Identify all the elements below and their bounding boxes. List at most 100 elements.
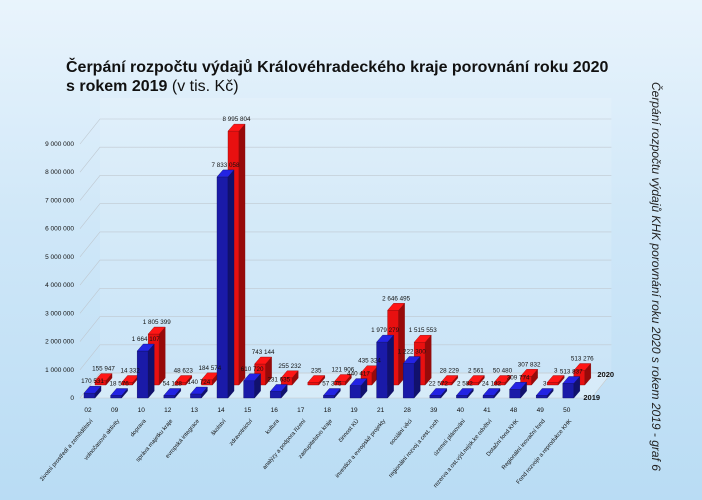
bar-2020-28-face xyxy=(413,335,432,343)
gridline xyxy=(79,146,612,173)
bar-2019-49-face xyxy=(535,388,554,396)
gridline xyxy=(79,175,612,201)
category-label: Fond rozvoje a reprodukce KHK xyxy=(516,418,574,485)
bar-2020-40 xyxy=(466,374,485,386)
category-code: 49 xyxy=(537,407,545,414)
category-label: činnost KÚ xyxy=(337,418,360,444)
bar-2019-10-face xyxy=(136,350,149,399)
value-label-2019: 18 576 xyxy=(109,381,129,388)
bar-2020-28-face xyxy=(425,334,432,386)
category-code: 48 xyxy=(510,407,518,414)
y-tick-label: 9 000 000 xyxy=(45,141,74,148)
bar-2020-18 xyxy=(333,374,352,386)
bar-2019-14-face xyxy=(227,169,235,399)
bar-2019-21-face xyxy=(387,334,394,399)
category-label: rezerva a ost.výd.nejsk.ke odvětví xyxy=(433,418,494,489)
bar-2020-10-face xyxy=(158,326,166,386)
value-label-2020: 307 832 xyxy=(518,361,541,368)
bar-2019-40-face xyxy=(456,395,468,399)
value-label-2020: 235 xyxy=(311,368,322,375)
bar-2019-41-face xyxy=(482,388,501,396)
value-label-2019: 2 582 xyxy=(457,381,473,388)
category-code: 14 xyxy=(217,407,225,414)
value-label-2020: 48 623 xyxy=(174,368,194,375)
category-code: 13 xyxy=(191,407,199,414)
category-code: 41 xyxy=(483,407,491,414)
bar-2019-13-face xyxy=(189,386,208,395)
value-label-2020: 743 144 xyxy=(252,349,275,356)
bar-2020-48-face xyxy=(520,369,539,377)
bar-2020-10-face xyxy=(147,326,166,335)
bar-2020-49-face xyxy=(547,382,559,386)
gridline xyxy=(79,372,612,399)
bar-2020-12 xyxy=(174,374,193,386)
value-label-2019: 1 979 279 xyxy=(371,327,400,334)
category-code: 12 xyxy=(164,407,172,414)
bar-2019-28-face xyxy=(403,363,415,399)
category-label: kultura xyxy=(265,418,281,436)
bar-2020-17 xyxy=(307,374,326,386)
category-code: 17 xyxy=(297,407,305,414)
bar-2019-09-face xyxy=(110,395,122,399)
bar-2019-16-face xyxy=(269,384,288,392)
bar-2020-14-face xyxy=(238,123,246,386)
bar-2019-09 xyxy=(110,387,129,399)
title-line-1: Čerpání rozpočtu výdajů Královéhradeckéh… xyxy=(66,59,609,76)
value-label-2020: 2 646 495 xyxy=(382,295,411,302)
value-label-2020: 121 906 xyxy=(332,367,355,374)
value-label-2020: 155 947 xyxy=(92,366,115,373)
category-code: 18 xyxy=(324,407,332,414)
category-code: 39 xyxy=(430,407,438,414)
category-label: sociální věci xyxy=(389,418,414,446)
value-label-2020: 184 574 xyxy=(199,365,222,372)
bar-2019-02-face xyxy=(83,385,102,394)
bar-2020-21-face xyxy=(387,303,406,311)
bar-2020-41-face xyxy=(493,375,512,383)
value-label-2020: 435 324 xyxy=(358,358,381,365)
value-label-2019: 24 132 xyxy=(482,381,502,388)
category-label: regionální rozvoj a cest. ruch xyxy=(388,418,440,479)
y-tick-label: 0 xyxy=(70,395,74,402)
category-code: 09 xyxy=(111,407,119,414)
value-label-2019: 440 417 xyxy=(347,371,370,378)
bar-2019-39 xyxy=(429,387,448,399)
value-label-2020: 513 276 xyxy=(571,356,594,363)
bar-2019-50 xyxy=(562,375,581,399)
bar-2019-50-face xyxy=(562,383,574,399)
gridline xyxy=(79,259,612,286)
category-code: 15 xyxy=(244,407,252,414)
category-code: 50 xyxy=(563,407,571,414)
y-tick-label: 7 000 000 xyxy=(45,197,74,204)
gridline xyxy=(79,203,612,229)
y-tick-label: 6 000 000 xyxy=(45,226,74,233)
value-label-2020: 255 232 xyxy=(278,363,301,370)
chart-title: Čerpání rozpočtu výdajů Královéhradeckéh… xyxy=(66,58,626,96)
y-tick-label: 8 000 000 xyxy=(45,169,74,176)
category-label: školství xyxy=(211,418,228,437)
bar-2020-12-face xyxy=(174,375,193,383)
bar-2020-16 xyxy=(280,370,299,386)
value-label-2019: 3 xyxy=(543,381,547,388)
value-label-2020: 3 xyxy=(554,368,558,375)
y-tick-label: 5 000 000 xyxy=(45,254,74,261)
bar-2019-10-face xyxy=(136,343,155,352)
bar-2019-40 xyxy=(455,387,474,399)
value-label-2019: 1 222 300 xyxy=(398,349,427,356)
bar-2019-02-face xyxy=(83,392,96,399)
bar-2019-21-face xyxy=(376,334,395,343)
bar-2019-41-face xyxy=(482,395,495,399)
bar-2019-28-face xyxy=(402,356,421,364)
bar-2019-19-face xyxy=(349,385,362,399)
bar-2019-21-face xyxy=(376,341,388,399)
bar-2020-17-face xyxy=(307,382,319,386)
bar-2019-18-face xyxy=(323,395,335,399)
category-code: 16 xyxy=(271,407,279,414)
bar-2019-12-face xyxy=(163,395,176,399)
value-label-2019: 7 833 058 xyxy=(211,162,240,169)
bar-2019-16-face xyxy=(270,391,282,399)
bar-2020-18-face xyxy=(333,374,352,382)
bar-2019-10 xyxy=(136,343,155,399)
bar-2019-50-face xyxy=(562,376,581,384)
bar-2019-13 xyxy=(189,386,208,399)
bar-2019-49-face xyxy=(536,395,548,399)
